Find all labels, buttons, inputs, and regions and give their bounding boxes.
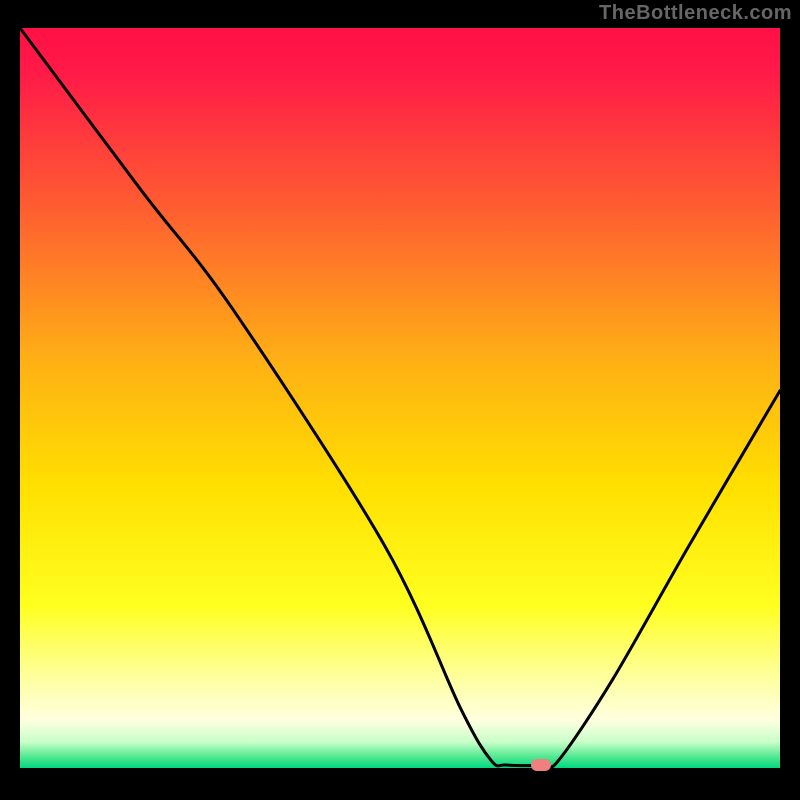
chart-frame: TheBottleneck.com	[0, 0, 800, 800]
optimum-marker	[531, 759, 551, 771]
plot-background	[20, 28, 780, 768]
watermark-label: TheBottleneck.com	[599, 2, 792, 25]
chart-svg	[0, 0, 800, 800]
